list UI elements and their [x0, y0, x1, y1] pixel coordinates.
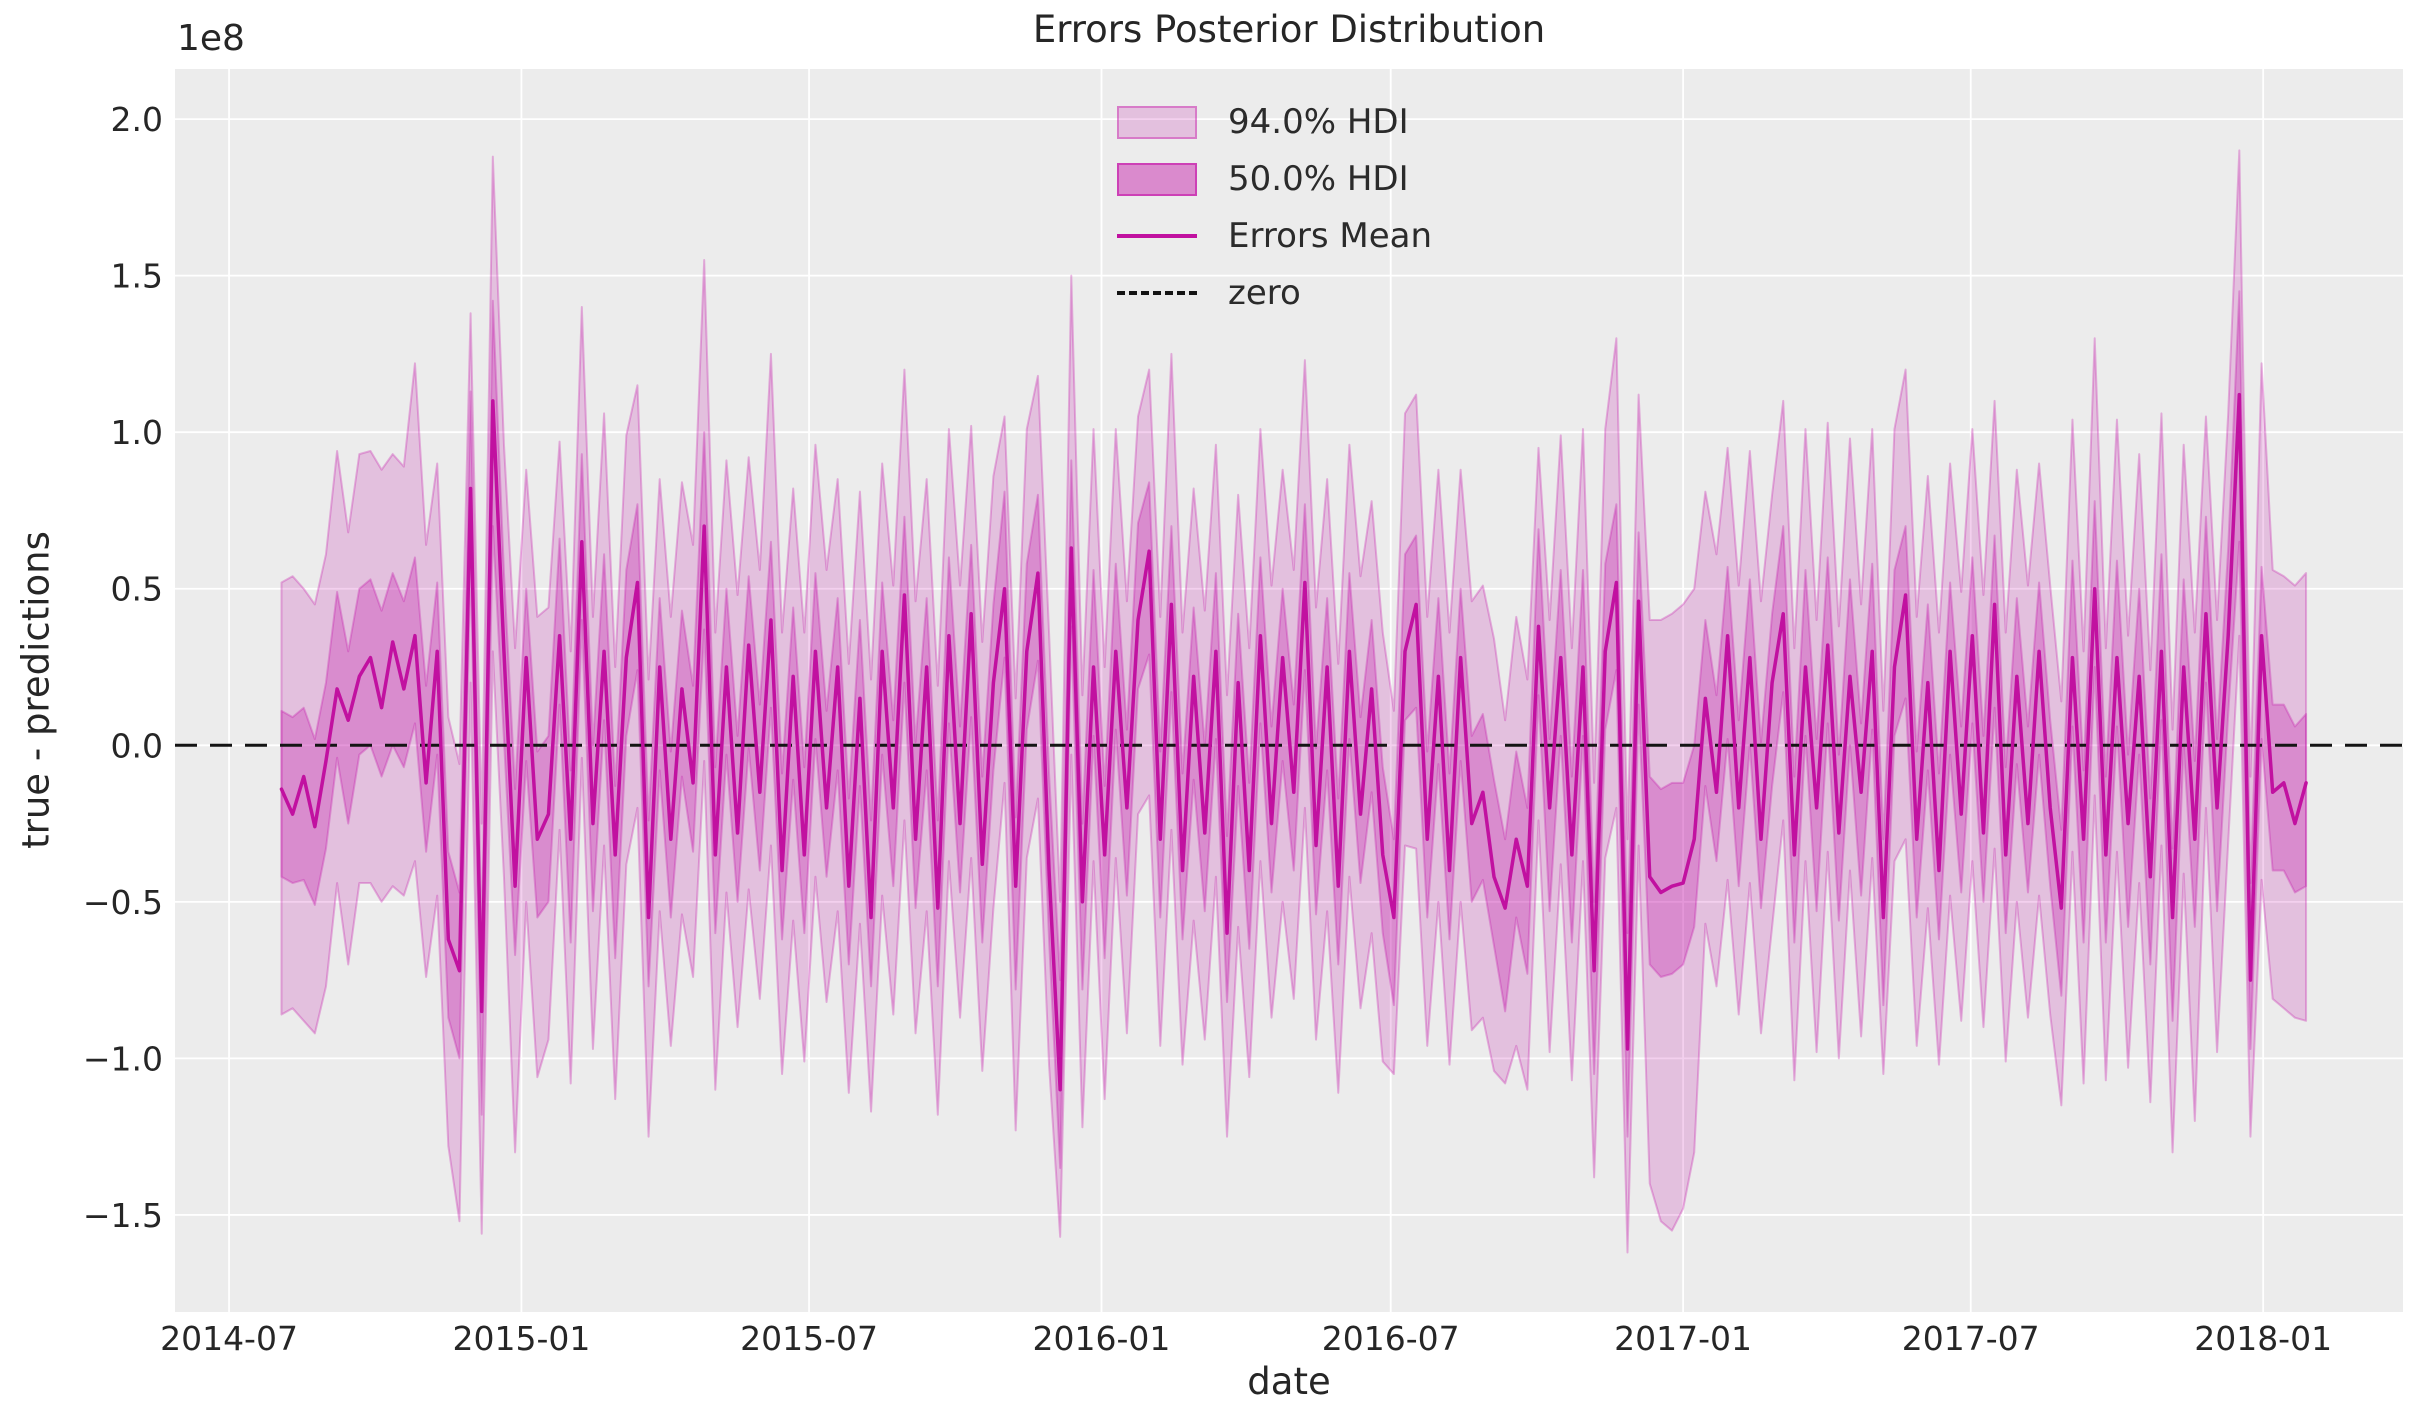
- hdi-94-band: [280, 149, 2308, 1254]
- y-axis-offset-label: 1e8: [177, 18, 245, 59]
- hdi-50-band: [280, 290, 2308, 1169]
- y-tick-label: −0.5: [83, 883, 163, 922]
- y-tick-label: 0.5: [111, 570, 163, 609]
- y-axis-label: true - predictions: [14, 531, 58, 849]
- legend-label: Errors Mean: [1228, 216, 1433, 256]
- x-tick-label: 2016-07: [1322, 1319, 1460, 1358]
- legend: 94.0% HDI 50.0% HDI Errors Mean zero: [1117, 102, 1433, 332]
- legend-swatch-hdi50-patch-icon: [1117, 162, 1197, 196]
- y-tick-label: 2.0: [111, 100, 163, 139]
- x-tick-label: 2015-01: [452, 1319, 590, 1358]
- x-tick-label: 2017-07: [1902, 1319, 2040, 1358]
- x-tick-label: 2015-07: [740, 1319, 878, 1358]
- legend-row-mean: Errors Mean: [1117, 216, 1433, 256]
- x-tick-label: 2017-01: [1614, 1319, 1752, 1358]
- y-tick-label: −1.5: [83, 1196, 163, 1235]
- legend-label: 94.0% HDI: [1228, 102, 1409, 142]
- legend-label: 50.0% HDI: [1228, 159, 1409, 199]
- y-tick-label: 1.5: [111, 257, 163, 296]
- legend-row-zero: zero: [1117, 273, 1432, 313]
- legend-swatch-zero-dashed-line-icon: [1117, 291, 1197, 295]
- x-tick-label: 2016-01: [1033, 1319, 1171, 1358]
- legend-row-hdi94: 94.0% HDI: [1117, 102, 1432, 142]
- legend-label: zero: [1228, 273, 1301, 313]
- x-axis-label: date: [1247, 1360, 1331, 1403]
- y-tick-label: −1.0: [83, 1039, 163, 1078]
- x-tick-label: 2018-01: [2194, 1319, 2332, 1358]
- chart-title: Errors Posterior Distribution: [1032, 8, 1546, 51]
- y-tick-label: 0.0: [111, 726, 163, 765]
- legend-swatch-hdi94-patch-icon: [1117, 105, 1197, 139]
- y-tick-label: 1.0: [111, 413, 163, 452]
- errors-mean-line: [279, 392, 2308, 1092]
- legend-swatch-mean-line-icon: [1117, 234, 1197, 238]
- legend-row-hdi50: 50.0% HDI: [1117, 159, 1432, 199]
- x-tick-label: 2014-07: [160, 1319, 298, 1358]
